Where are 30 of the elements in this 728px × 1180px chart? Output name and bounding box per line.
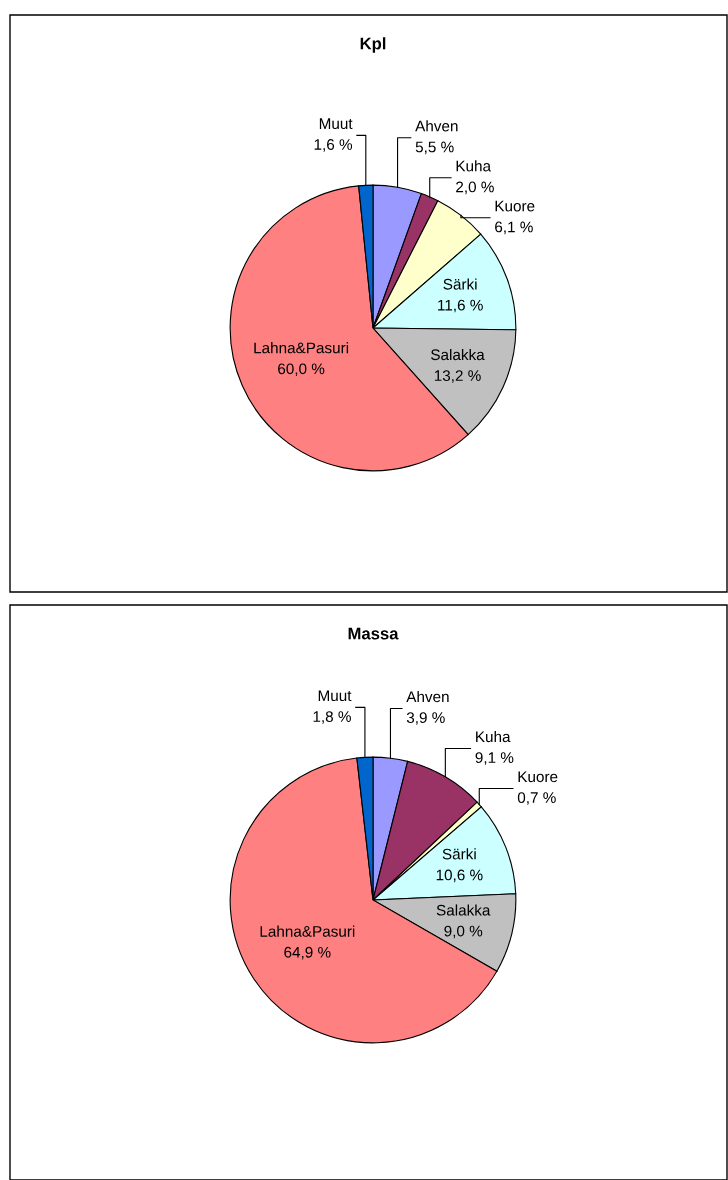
chart-title: Kpl [360, 37, 386, 53]
data-label: 6,1 % [495, 221, 533, 235]
data-label: 5,5 % [415, 141, 454, 155]
data-label: 2,0 % [456, 181, 494, 195]
slice-label: Särki [443, 278, 477, 290]
slice-label: Salakka [431, 348, 485, 361]
slice-label: Kuore [518, 771, 558, 783]
slice-label: Salakka [436, 904, 491, 916]
slice-label: Lahna&Pasuri [260, 925, 355, 937]
data-label: 1,8 % [313, 711, 351, 724]
data-label: 60,0 % [278, 363, 325, 377]
slice-label: Muut [319, 118, 353, 130]
chart-title: Massa [348, 627, 399, 640]
slice-label: Lahna&Pasuri [254, 342, 349, 354]
slice-label: Kuha [456, 160, 492, 172]
slice-label: Muut [318, 690, 352, 702]
data-label: 11,6 % [438, 299, 483, 313]
data-label: 1,6 % [314, 139, 353, 152]
data-label: 64,9 % [284, 946, 331, 960]
slice-label: Ahven [415, 120, 458, 132]
data-label: 3,9 % [406, 712, 445, 725]
slice-label: Särki [442, 848, 476, 860]
data-label: 9,1 % [475, 752, 514, 765]
slice-label: Ahven [406, 690, 449, 703]
slice-label: Kuore [495, 200, 535, 212]
data-label: 10,6 % [436, 869, 483, 883]
data-label: 0,7 % [517, 792, 556, 805]
slice-label: Kuha [476, 730, 511, 743]
data-label: 13,2 % [434, 370, 481, 383]
data-label: 9,0 % [444, 925, 483, 939]
